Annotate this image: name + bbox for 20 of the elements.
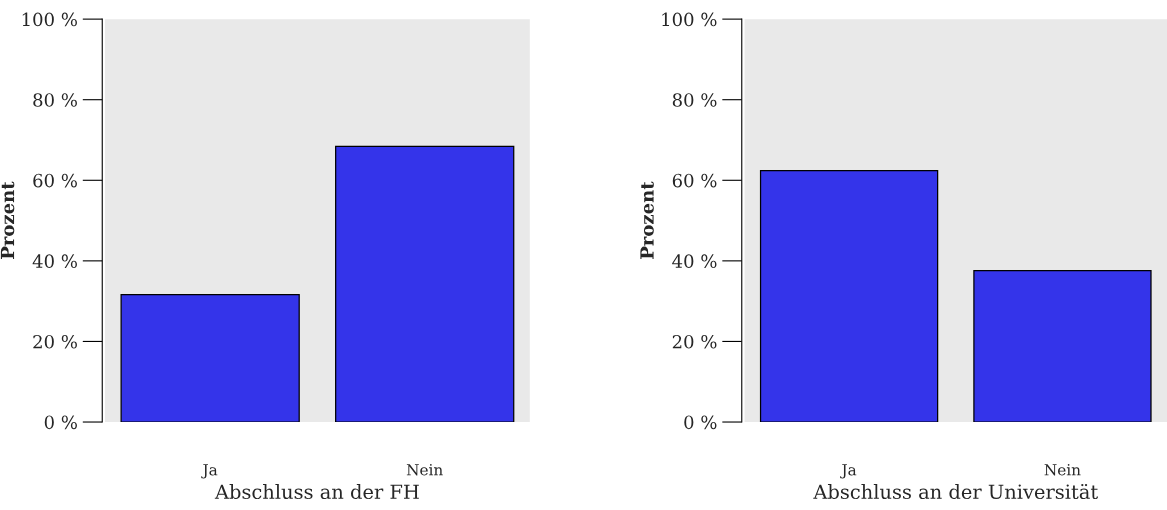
y-tick-label: 100 % [662, 12, 717, 27]
y-tick-label: 40 % [672, 254, 717, 268]
y-axis-title: Prozent [640, 181, 654, 259]
x-tick-label: Nein [1044, 464, 1081, 476]
x-tick-label: Ja [201, 464, 218, 479]
y-axis-title: Prozent [0, 181, 15, 259]
y-tick-label: 80 % [33, 93, 77, 107]
y-tick-label: 0 % [44, 415, 77, 430]
x-axis-title: Abschluss an der Universität [813, 483, 1099, 500]
y-tick-label: 100 % [22, 12, 77, 27]
x-tick-label: Ja [840, 464, 857, 479]
x-tick-label: Nein [406, 464, 443, 476]
y-tick-label: 20 % [672, 334, 717, 349]
y-tick-label: 40 % [32, 254, 77, 268]
y-tick-label: 0 % [684, 415, 717, 430]
y-tick-label: 80 % [672, 93, 717, 107]
x-axis-title: Abschluss an der FH [214, 484, 419, 500]
y-tick-label: 60 % [33, 173, 77, 188]
y-tick-label: 20 % [33, 334, 77, 349]
y-tick-label: 60 % [672, 173, 717, 188]
